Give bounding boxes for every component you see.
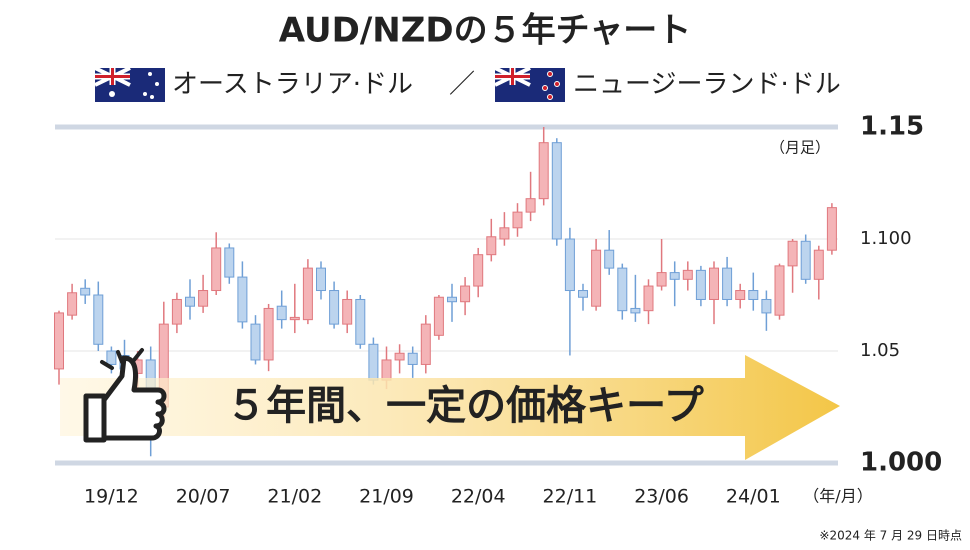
subtitle-right: ニュージーランド·ドル (573, 70, 841, 100)
candle-body (447, 296, 457, 303)
subtitle-separator: ／ (449, 70, 475, 100)
candle-body (263, 307, 274, 361)
candle-body (381, 359, 392, 381)
candle-body (578, 290, 588, 298)
candle-body (486, 236, 497, 256)
candle-body (224, 247, 235, 278)
candle-body (394, 352, 405, 361)
candle-body (551, 142, 562, 240)
candle-body (302, 267, 313, 321)
chart-title: AUD/NZDの５年チャート (279, 11, 692, 51)
candle-body (355, 298, 366, 345)
candle-body (54, 312, 64, 370)
x-axis-label: （年/月） (803, 487, 872, 506)
candle-body (106, 350, 117, 365)
candle-body (93, 294, 104, 345)
candle-body (813, 249, 824, 280)
x-tick-label: 22/04 (451, 486, 506, 508)
note: ※2024 年 7 月 29 日時点 (819, 529, 962, 543)
banner-text: ５年間、一定の価格キープ (226, 383, 704, 429)
candle-body (800, 240, 811, 280)
flag-au (94, 66, 165, 102)
x-tick-label: 19/12 (84, 486, 139, 508)
x-tick-label: 24/01 (726, 486, 781, 508)
candle-body (473, 254, 484, 287)
y-tick-label: 1.100 (860, 228, 912, 249)
x-tick-label: 22/11 (543, 486, 598, 508)
candle-body (250, 323, 261, 361)
candle-body (761, 298, 772, 314)
candle-body (826, 207, 837, 251)
candle-body (525, 198, 536, 213)
candle-body (735, 290, 746, 300)
x-tick-label: 21/09 (359, 486, 414, 508)
candle-body (656, 272, 667, 287)
y-tick-label: 1.05 (860, 340, 900, 361)
flag-nz (494, 66, 565, 102)
candle-body (512, 211, 523, 229)
candle-body (80, 287, 91, 296)
candle-body (67, 292, 78, 316)
plot-area: 1.000 1.05 1.100 1.15 19/12 20/07 21/02 21/09 22… (54, 112, 942, 508)
candle-body (682, 269, 693, 280)
candle-body (185, 296, 195, 307)
candle-body (617, 267, 628, 312)
candle-body (499, 227, 510, 240)
x-tick-label: 20/07 (176, 486, 231, 508)
candle-body (276, 305, 287, 321)
banner-arrow (60, 355, 840, 460)
y-tick-label: 1.000 (860, 448, 942, 478)
candle-body (342, 298, 353, 325)
candle-body (171, 298, 182, 325)
candle-body (669, 272, 680, 280)
subtitle-left: オーストラリア·ドル (172, 70, 413, 100)
candle-body (630, 307, 641, 314)
candle-body (564, 238, 575, 292)
candle-body (787, 240, 798, 267)
candle-body (460, 285, 471, 303)
candle-body (237, 276, 248, 323)
candle-body (695, 269, 706, 300)
candle-body (211, 247, 222, 292)
candle-body (591, 249, 602, 307)
candle-body (289, 316, 300, 321)
candle-body (407, 352, 418, 365)
candle-body (643, 285, 654, 312)
candle-body (329, 290, 340, 325)
candle-body (748, 290, 759, 300)
period-label: （月足） (770, 139, 830, 157)
banner-group: ５年間、一定の価格キープ (60, 348, 840, 460)
candle-body (538, 142, 549, 200)
candle-body (433, 296, 444, 336)
candle-body (198, 290, 209, 307)
x-tick-label: 23/06 (634, 486, 689, 508)
y-tick-label: 1.15 (860, 112, 924, 142)
candle-body (709, 267, 719, 300)
candle-body (774, 265, 785, 316)
candle-body (368, 343, 379, 381)
thumbs-up-icon (83, 348, 167, 443)
candle-body (420, 323, 431, 365)
candle-body (722, 267, 733, 300)
x-tick-label: 21/02 (267, 486, 322, 508)
candle-body (316, 267, 326, 292)
candle-body (604, 249, 615, 269)
